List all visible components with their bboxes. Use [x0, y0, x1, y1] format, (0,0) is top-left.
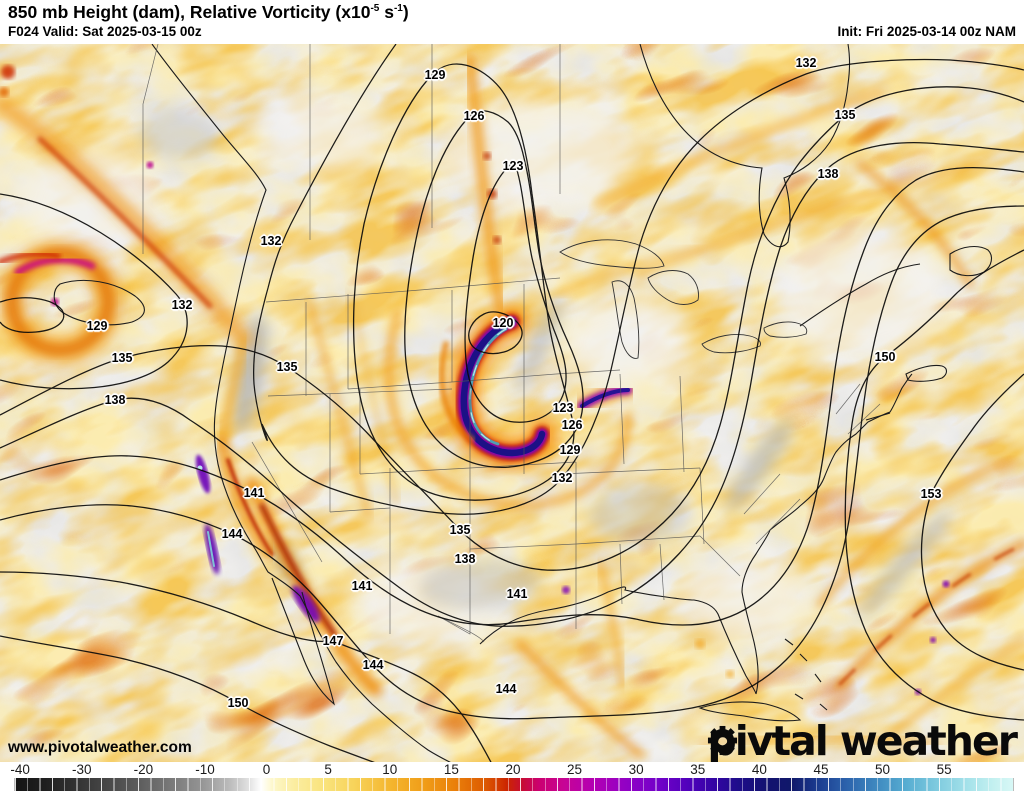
title-superscript: -5 — [370, 3, 380, 15]
header-bar: 850 mb Height (dam), Relative Vorticity … — [0, 0, 1024, 44]
valid-time-label: F024 Valid: Sat 2025-03-15 00z — [8, 24, 202, 39]
logo-text-weather: weather — [839, 717, 1018, 762]
map-canvas: 129 126 123 132 135 138 132 132 129 135 135 138 120 1… — [0, 44, 1024, 762]
header-subrow: F024 Valid: Sat 2025-03-15 00z Init: Fri… — [8, 24, 1016, 42]
colorbar-tick: 50 — [875, 762, 891, 777]
colorbar-tick: 5 — [324, 762, 332, 777]
watermark-url: www.pivotalweather.com — [8, 739, 192, 756]
colorbar-tick: 30 — [628, 762, 644, 777]
colorbar-tick: 55 — [936, 762, 952, 777]
vorticity-texture — [0, 44, 1024, 762]
colorbar-area: -40 -30 -20 -10 0 5 10 15 20 25 30 35 40 45 50 55 — [0, 762, 1024, 791]
vorticity-height-map — [0, 44, 1024, 762]
logo-text-tal: tal — [771, 717, 829, 762]
colorbar-tick: -30 — [71, 762, 92, 777]
colorbar-tick: 20 — [505, 762, 521, 777]
colorbar-gradient — [14, 778, 1014, 791]
vorticity-filaments — [0, 54, 1024, 758]
init-time-label: Init: Fri 2025-03-14 00z NAM — [837, 24, 1016, 39]
height-contours — [0, 44, 1024, 762]
colorbar-tick: 10 — [382, 762, 398, 777]
page-title: 850 mb Height (dam), Relative Vorticity … — [8, 2, 409, 22]
colorbar-tick: 45 — [813, 762, 829, 777]
title-superscript: -1 — [393, 3, 403, 15]
colorbar-tick: -40 — [10, 762, 30, 777]
colorbar-tick: -10 — [195, 762, 215, 777]
colorbar-tick-labels: -40 -30 -20 -10 0 5 10 15 20 25 30 35 40 45 50 55 — [0, 762, 1024, 777]
colorbar-tick: 0 — [262, 762, 271, 777]
colorbar-tick: 25 — [567, 762, 583, 777]
colorbar-tick: 40 — [751, 762, 767, 777]
logo-text-piv: piv — [707, 717, 773, 762]
colorbar-tick: 15 — [443, 762, 459, 777]
colorbar-tick: 35 — [690, 762, 706, 777]
pivotal-weather-logo: piv tal weather — [707, 717, 1018, 762]
colorbar-tick: -20 — [133, 762, 154, 777]
